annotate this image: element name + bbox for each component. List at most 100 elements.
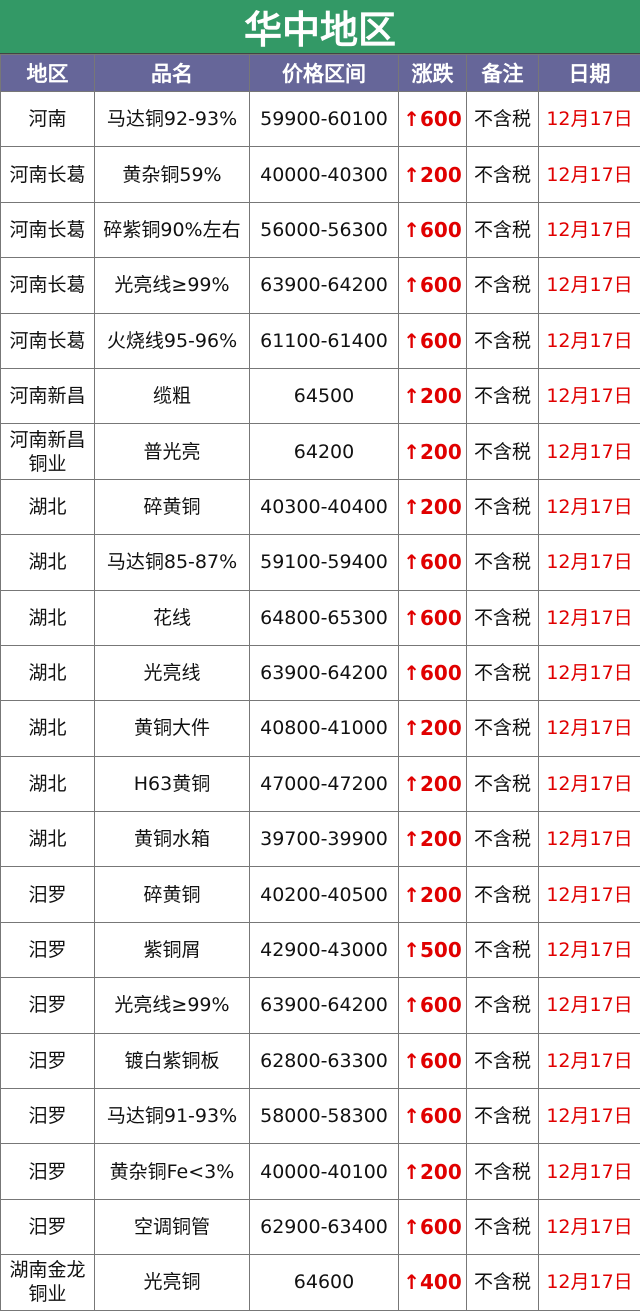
column-note-header: 备注 (467, 55, 539, 92)
price-cell: 61100-61400 (250, 313, 399, 368)
change-cell: ↑600 (399, 645, 467, 700)
note-cell: 不含税 (467, 368, 539, 423)
change-cell: ↑600 (399, 313, 467, 368)
date-cell: 12月17日 (539, 922, 640, 977)
product-cell: 紫铜屑 (95, 922, 250, 977)
product-cell: 镀白紫铜板 (95, 1033, 250, 1088)
change-cell: ↑200 (399, 701, 467, 756)
region-cell: 汨罗 (1, 867, 95, 922)
note-cell: 不含税 (467, 313, 539, 368)
region-cell: 汨罗 (1, 1144, 95, 1199)
region-cell: 河南长葛 (1, 258, 95, 313)
note-cell: 不含税 (467, 1033, 539, 1088)
note-cell: 不含税 (467, 202, 539, 257)
column-region-header: 地区 (1, 55, 95, 92)
date-cell: 12月17日 (539, 1144, 640, 1199)
date-cell: 12月17日 (539, 1255, 640, 1310)
change-cell: ↑200 (399, 1144, 467, 1199)
region-cell: 汨罗 (1, 1199, 95, 1254)
price-cell: 40000-40100 (250, 1144, 399, 1199)
product-cell: 光亮线 (95, 645, 250, 700)
note-cell: 不含税 (467, 590, 539, 645)
date-cell: 12月17日 (539, 202, 640, 257)
product-cell: 黄铜大件 (95, 701, 250, 756)
region-cell: 湖北 (1, 590, 95, 645)
product-cell: 光亮线≥99% (95, 978, 250, 1033)
note-cell: 不含税 (467, 645, 539, 700)
product-cell: 火烧线95-96% (95, 313, 250, 368)
region-cell: 湖北 (1, 756, 95, 811)
region-cell: 河南 (1, 92, 95, 147)
date-cell: 12月17日 (539, 590, 640, 645)
change-cell: ↑400 (399, 1255, 467, 1310)
date-cell: 12月17日 (539, 535, 640, 590)
date-cell: 12月17日 (539, 1033, 640, 1088)
region-cell: 湖北 (1, 535, 95, 590)
price-cell: 58000-58300 (250, 1089, 399, 1144)
price-cell: 59100-59400 (250, 535, 399, 590)
note-cell: 不含税 (467, 867, 539, 922)
change-cell: ↑200 (399, 812, 467, 867)
date-cell: 12月17日 (539, 479, 640, 534)
note-cell: 不含税 (467, 701, 539, 756)
date-cell: 12月17日 (539, 701, 640, 756)
product-cell: 光亮铜 (95, 1255, 250, 1310)
date-cell: 12月17日 (539, 756, 640, 811)
date-cell: 12月17日 (539, 92, 640, 147)
region-cell: 湖北 (1, 645, 95, 700)
change-cell: ↑600 (399, 535, 467, 590)
change-cell: ↑600 (399, 978, 467, 1033)
note-cell: 不含税 (467, 812, 539, 867)
price-cell: 40000-40300 (250, 147, 399, 202)
product-cell: 碎黄铜 (95, 479, 250, 534)
product-cell: 黄杂铜59% (95, 147, 250, 202)
product-cell: 普光亮 (95, 424, 250, 479)
change-cell: ↑200 (399, 147, 467, 202)
region-cell: 河南新昌 (1, 368, 95, 423)
product-cell: 马达铜92-93% (95, 92, 250, 147)
price-cell: 63900-64200 (250, 978, 399, 1033)
date-cell: 12月17日 (539, 147, 640, 202)
product-cell: 缆粗 (95, 368, 250, 423)
date-cell: 12月17日 (539, 313, 640, 368)
product-cell: 马达铜91-93% (95, 1089, 250, 1144)
note-cell: 不含税 (467, 92, 539, 147)
date-cell: 12月17日 (539, 258, 640, 313)
price-cell: 39700-39900 (250, 812, 399, 867)
price-cell: 62800-63300 (250, 1033, 399, 1088)
region-cell: 河南长葛 (1, 313, 95, 368)
price-cell: 63900-64200 (250, 645, 399, 700)
note-cell: 不含税 (467, 1144, 539, 1199)
price-cell: 56000-56300 (250, 202, 399, 257)
price-cell: 64500 (250, 368, 399, 423)
change-cell: ↑500 (399, 922, 467, 977)
column-change-header: 涨跌 (399, 55, 467, 92)
note-cell: 不含税 (467, 479, 539, 534)
region-cell: 湖北 (1, 479, 95, 534)
product-cell: 空调铜管 (95, 1199, 250, 1254)
region-cell: 河南新昌铜业 (1, 424, 95, 479)
date-cell: 12月17日 (539, 424, 640, 479)
note-cell: 不含税 (467, 1089, 539, 1144)
change-cell: ↑200 (399, 479, 467, 534)
region-cell: 河南长葛 (1, 147, 95, 202)
note-cell: 不含税 (467, 1255, 539, 1310)
table-header: 地区品名价格区间涨跌备注日期 (1, 55, 640, 92)
price-cell: 40200-40500 (250, 867, 399, 922)
